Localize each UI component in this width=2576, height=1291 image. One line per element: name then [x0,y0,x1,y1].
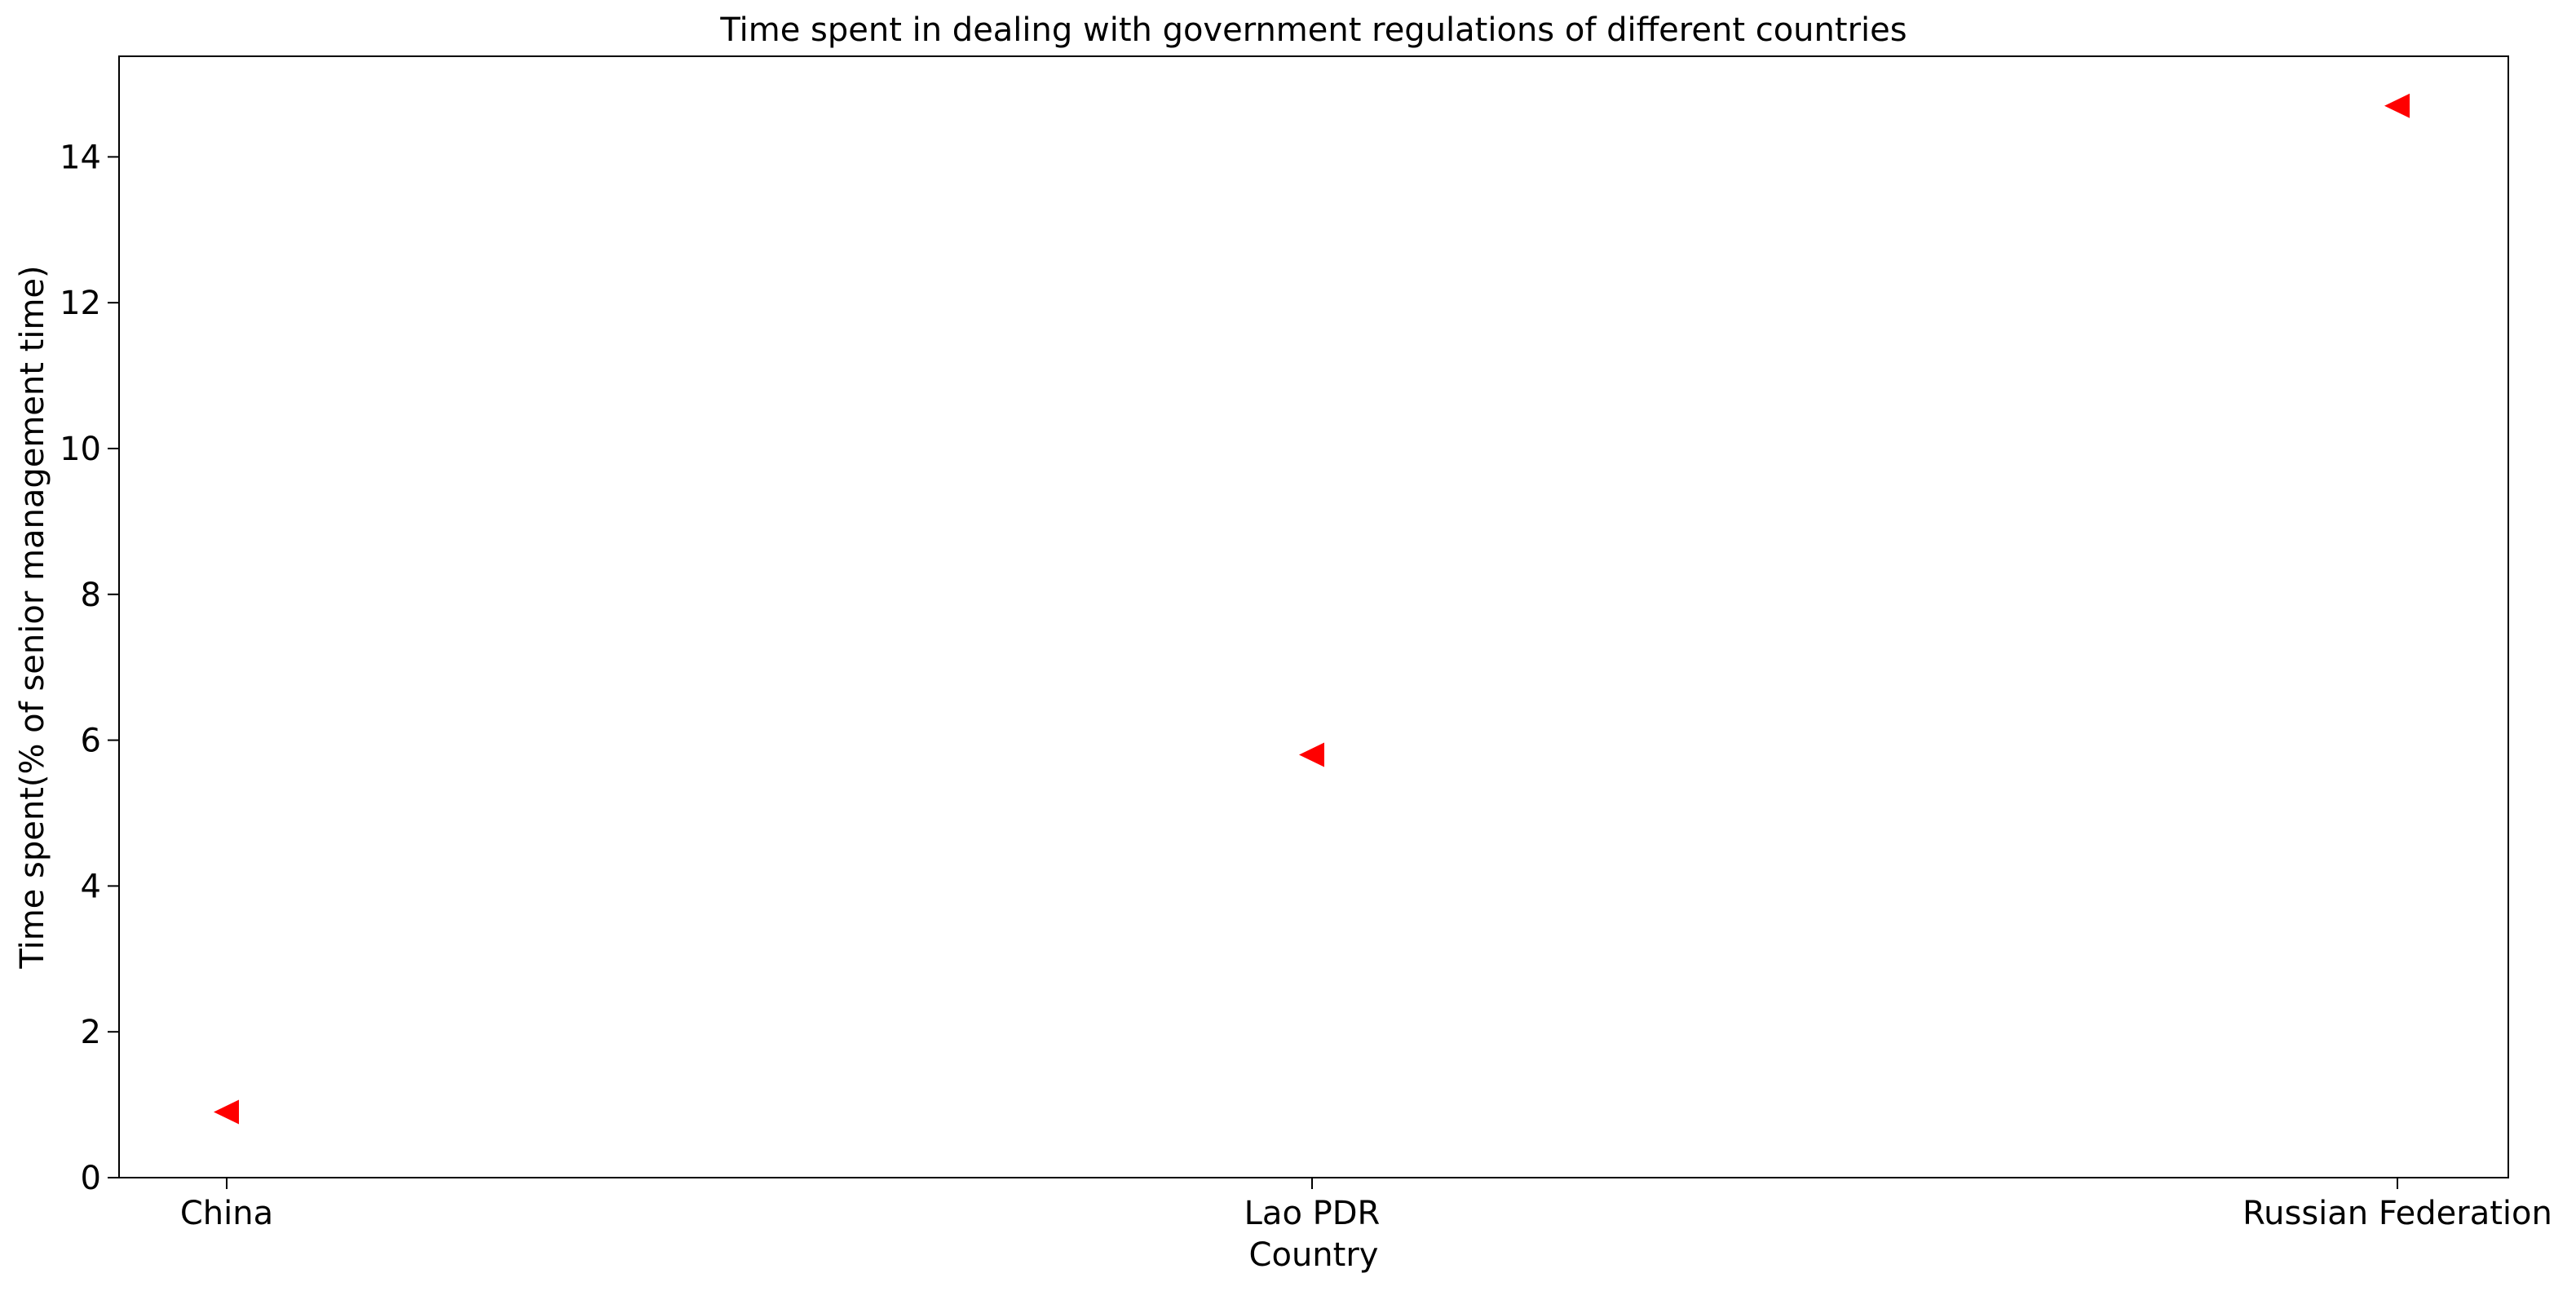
x-tick-label: Russian Federation [2242,1195,2552,1232]
data-point-marker [2384,93,2410,118]
x-tick-label: China [180,1195,273,1232]
y-tick-label: 2 [81,1014,101,1051]
x-axis-label: Country [1249,1236,1379,1274]
y-axis-ticks: 0 2 4 6 8 10 12 14 [60,139,119,1197]
data-point-marker [214,1099,239,1125]
y-axis-label: Time spent(% of senior management time) [14,265,51,969]
data-point-marker [1299,742,1324,767]
x-axis-ticks: China Lao PDR Russian Federation [180,1178,2552,1232]
plot-frame [118,55,2509,1178]
y-tick-label: 14 [60,139,101,176]
y-tick-label: 6 [81,723,101,760]
x-tick-label: Lao PDR [1244,1195,1381,1232]
data-markers [214,93,2410,1125]
y-tick-label: 12 [60,285,101,322]
y-tick-label: 8 [81,577,101,614]
chart-title: Time spent in dealing with government re… [719,11,1907,49]
y-tick-label: 4 [81,868,101,905]
y-tick-label: 0 [81,1160,101,1197]
y-tick-label: 10 [60,431,101,468]
